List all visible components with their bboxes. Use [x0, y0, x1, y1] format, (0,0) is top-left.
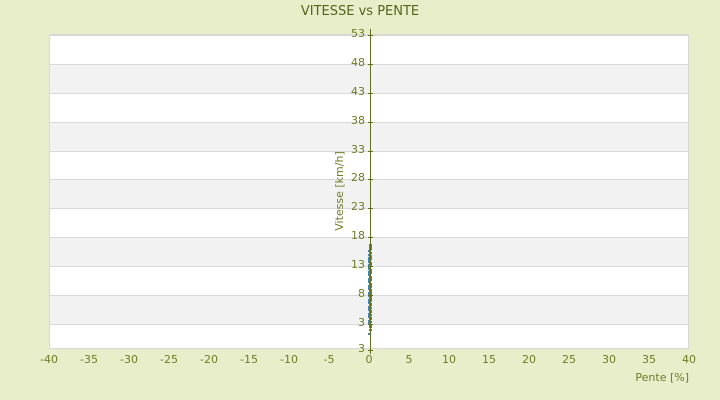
x-tick-label: -30	[120, 353, 138, 366]
data-point	[368, 332, 372, 335]
y-axis-tick	[368, 179, 373, 181]
y-axis-tick	[368, 150, 373, 152]
y-tick-label: 33	[351, 142, 365, 156]
y-tick-label: 43	[351, 84, 365, 98]
y-axis-tick	[368, 266, 373, 268]
x-tick-label: 25	[562, 353, 576, 366]
data-point	[367, 316, 371, 319]
data-point	[367, 267, 371, 270]
data-point	[368, 312, 372, 315]
data-point	[367, 321, 371, 324]
x-tick-label: 40	[682, 353, 696, 366]
y-tick-label: 3	[358, 315, 365, 329]
data-point	[367, 253, 371, 256]
data-point	[367, 288, 371, 291]
data-point	[367, 280, 371, 283]
x-axis-title: Pente [%]	[635, 371, 689, 384]
data-point	[368, 250, 372, 253]
x-tick-label: -20	[200, 353, 218, 366]
y-tick-label: 18	[351, 229, 365, 243]
data-point	[368, 264, 372, 267]
y-axis-tick	[368, 295, 373, 297]
data-point	[367, 314, 371, 317]
y-tick-label: 8	[358, 287, 365, 301]
data-point	[367, 273, 371, 276]
data-point	[368, 291, 372, 294]
y-axis-bottom-label: 3	[358, 342, 365, 355]
y-axis-tick	[368, 35, 373, 36]
plot-area	[49, 29, 689, 354]
x-tick-label: -5	[323, 353, 335, 366]
data-point	[368, 305, 372, 308]
y-axis-line	[370, 29, 371, 354]
x-tick-label: 0	[365, 353, 373, 366]
data-point	[367, 302, 371, 305]
y-tick-label: 13	[351, 258, 365, 272]
data-point	[367, 309, 371, 312]
y-tick-label: 28	[351, 171, 365, 185]
y-tick-label: 53	[351, 27, 365, 40]
data-point	[368, 270, 372, 273]
x-tick-label: 10	[442, 353, 456, 366]
data-point	[367, 259, 371, 262]
x-tick-label: -25	[160, 353, 178, 366]
y-axis-tick	[368, 350, 373, 351]
x-tick-label: -15	[240, 353, 258, 366]
data-point	[367, 281, 371, 284]
y-tick-label: 38	[351, 113, 365, 127]
data-point	[368, 277, 372, 280]
data-point	[368, 284, 372, 287]
data-point	[367, 274, 371, 277]
x-tick-label: -40	[40, 353, 58, 366]
data-point	[367, 301, 371, 304]
data-point	[367, 266, 371, 269]
plot-band	[50, 63, 688, 93]
x-tick-label: 15	[482, 353, 496, 366]
data-point	[368, 298, 372, 301]
y-axis-tick	[368, 121, 373, 123]
plot-band	[50, 92, 688, 122]
x-tick-label: 20	[522, 353, 536, 366]
x-tick-label: 5	[405, 353, 413, 366]
plot-band	[50, 121, 688, 151]
y-tick-label: 23	[351, 200, 365, 214]
data-point	[368, 257, 372, 260]
y-axis-tick	[368, 323, 373, 325]
x-tick-label: 30	[602, 353, 616, 366]
data-point	[367, 287, 371, 290]
data-point	[368, 319, 372, 322]
x-tick-label: 35	[642, 353, 656, 366]
x-tick-label: -35	[80, 353, 98, 366]
plot-band	[50, 179, 688, 209]
x-tick-label: -10	[280, 353, 298, 366]
y-axis-tick	[368, 63, 373, 65]
data-point	[367, 295, 371, 298]
data-point	[367, 307, 371, 310]
y-axis-tick	[368, 208, 373, 210]
y-axis-tick	[368, 237, 373, 239]
y-axis-tick	[368, 92, 373, 94]
data-point	[367, 260, 371, 263]
y-tick-label: 48	[351, 55, 365, 69]
plot-band	[50, 35, 688, 64]
plot-band	[50, 208, 688, 238]
chart-title: VITESSE vs PENTE	[300, 4, 420, 19]
plot-band	[50, 150, 688, 180]
